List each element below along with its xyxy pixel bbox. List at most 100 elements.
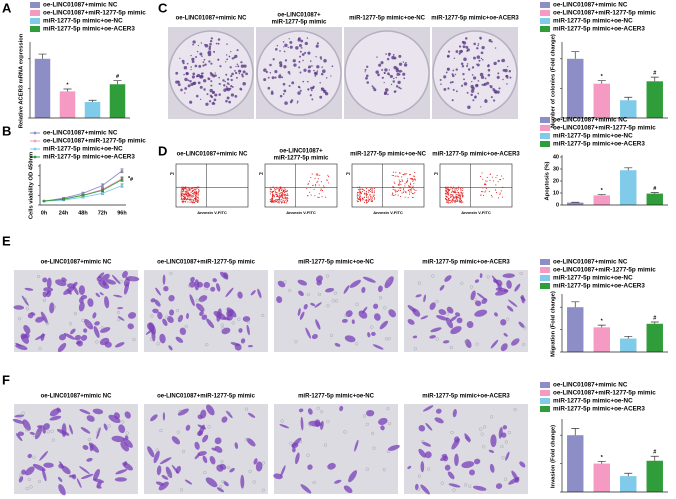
flow-dot xyxy=(191,190,193,193)
cell xyxy=(198,295,208,302)
cell xyxy=(80,427,91,434)
flow-dot xyxy=(392,171,394,173)
colony xyxy=(298,44,302,48)
colony xyxy=(287,46,289,49)
colony xyxy=(203,58,206,61)
cell xyxy=(87,298,94,307)
colony xyxy=(191,75,195,79)
colony xyxy=(306,37,309,39)
flow-dot xyxy=(307,182,309,184)
flow-dot xyxy=(284,191,286,194)
flow-dot xyxy=(276,192,278,194)
colony xyxy=(447,87,450,90)
colony xyxy=(190,54,192,57)
cell xyxy=(384,276,394,289)
error-bar xyxy=(597,324,606,328)
colony xyxy=(376,56,378,58)
pore xyxy=(25,307,29,311)
cell xyxy=(502,273,515,278)
bar xyxy=(593,83,610,118)
flow-dot xyxy=(278,202,280,204)
pore xyxy=(261,461,265,465)
colony xyxy=(230,93,235,97)
flow-dot xyxy=(196,201,198,203)
pore xyxy=(468,484,472,488)
cell xyxy=(117,316,125,321)
pore xyxy=(383,306,387,310)
flow-dot xyxy=(484,182,486,184)
flow-dot xyxy=(181,200,183,202)
y-axis-label: Cells viability OD 450nm xyxy=(29,152,35,219)
colony xyxy=(307,69,311,73)
cell xyxy=(99,292,104,296)
flow-dot xyxy=(459,198,461,200)
cell xyxy=(36,425,44,428)
flow-dot xyxy=(198,186,200,188)
image-label: oe-LINC01087+mimic NC xyxy=(41,260,113,266)
flow-dot xyxy=(356,195,358,197)
colony xyxy=(393,90,397,93)
colony xyxy=(196,50,199,53)
cell xyxy=(501,432,507,438)
pore xyxy=(370,325,374,329)
flow-dot xyxy=(282,199,284,201)
pore xyxy=(125,280,129,284)
cell xyxy=(108,414,121,424)
colony xyxy=(283,89,287,93)
flow-dot xyxy=(446,187,448,190)
flow-dot xyxy=(269,193,271,195)
flow-dot xyxy=(451,194,453,196)
cell xyxy=(229,467,235,473)
pore xyxy=(245,437,249,442)
colony xyxy=(386,57,390,61)
cell xyxy=(378,417,388,425)
colony xyxy=(443,87,447,91)
cell xyxy=(46,290,52,298)
flow-dot xyxy=(281,189,283,192)
pore xyxy=(326,420,330,424)
flow-dot xyxy=(413,188,415,190)
colony xyxy=(204,63,207,66)
cell xyxy=(456,317,463,324)
colony xyxy=(263,78,267,82)
error-bar xyxy=(597,460,606,464)
cell xyxy=(349,279,361,288)
cell xyxy=(123,437,133,448)
pore xyxy=(261,313,265,318)
pore xyxy=(523,326,527,330)
cell xyxy=(70,328,76,335)
point xyxy=(62,197,65,201)
cell xyxy=(276,296,283,304)
flow-dot xyxy=(183,193,185,195)
error-bar xyxy=(624,472,633,477)
cell xyxy=(436,315,448,321)
flow-dot xyxy=(364,196,366,198)
cell xyxy=(153,450,160,464)
flow-dot xyxy=(357,200,359,202)
cell xyxy=(196,281,204,288)
error-bar xyxy=(597,80,606,84)
pore xyxy=(416,487,421,491)
colony xyxy=(497,59,500,63)
colony xyxy=(225,99,228,103)
flow-dot xyxy=(197,196,199,198)
micrograph xyxy=(404,404,528,494)
flow-dot xyxy=(284,194,286,196)
flow-dot xyxy=(272,190,274,192)
flow-dot xyxy=(370,187,372,189)
colony xyxy=(300,39,304,43)
pore xyxy=(306,453,310,457)
flow-dot xyxy=(180,189,182,191)
flow-dot xyxy=(401,176,403,178)
flow-dot xyxy=(286,194,288,196)
flow-dot xyxy=(310,177,312,179)
colony xyxy=(199,85,203,89)
colony xyxy=(181,59,185,63)
cell xyxy=(122,270,128,278)
cell xyxy=(13,305,25,310)
flow-dot xyxy=(459,196,461,198)
pore xyxy=(501,456,505,460)
colony xyxy=(384,68,388,72)
colony xyxy=(304,41,308,46)
flow-dot xyxy=(444,187,446,189)
